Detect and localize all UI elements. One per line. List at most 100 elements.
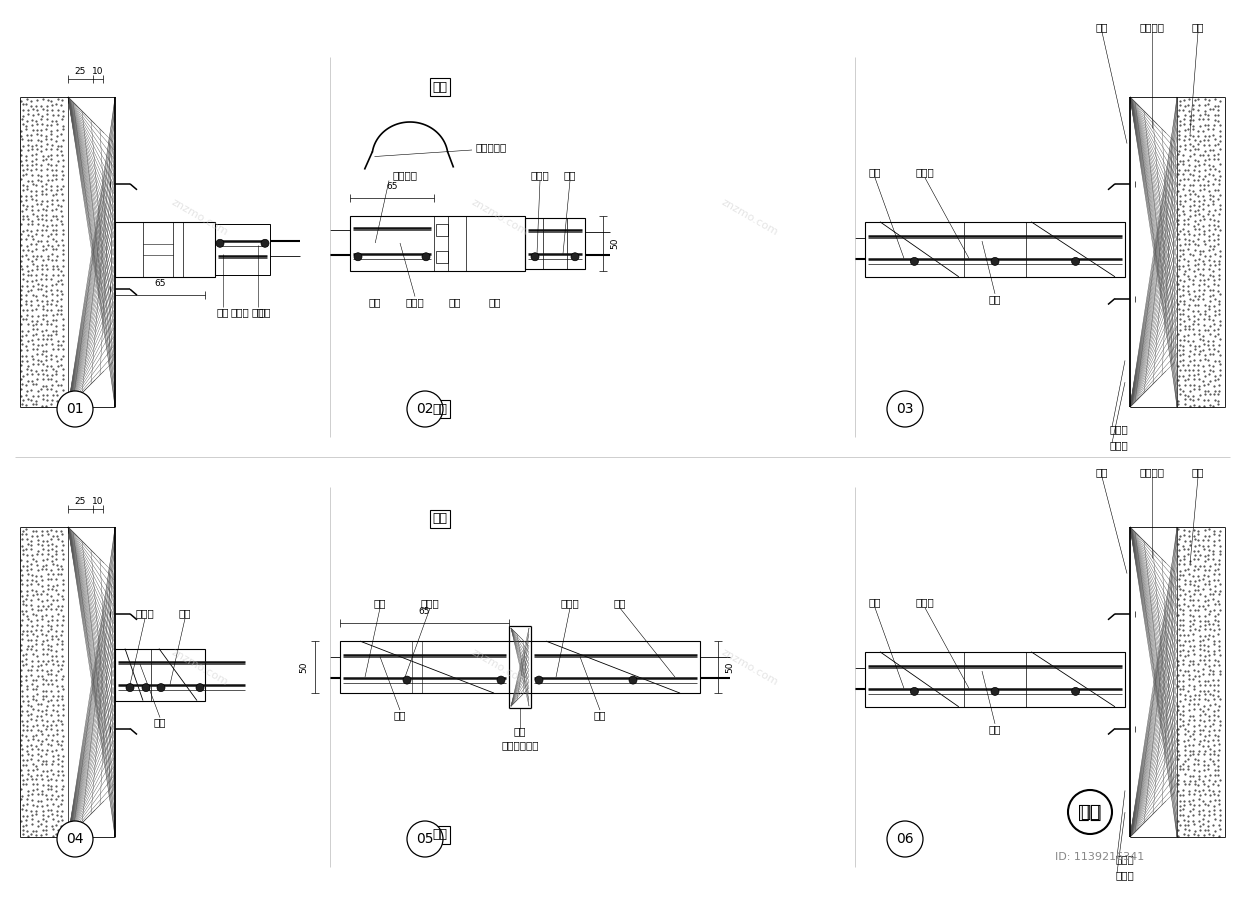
- Bar: [431, 78, 449, 95]
- Text: 玻璃: 玻璃: [614, 598, 627, 608]
- Text: 压线: 压线: [154, 718, 166, 727]
- Bar: [340, 641, 700, 693]
- Text: 65: 65: [154, 279, 166, 288]
- Circle shape: [1069, 790, 1112, 834]
- Text: 玻璃胶: 玻璃胶: [231, 307, 249, 316]
- Bar: [431, 400, 449, 418]
- Text: 窗玉: 窗玉: [252, 307, 264, 316]
- Text: 衬钢: 衬钢: [514, 726, 526, 736]
- Text: 玻璃: 玻璃: [869, 597, 881, 607]
- Text: 防水胶: 防水胶: [1109, 424, 1129, 434]
- Text: 胶条: 胶条: [489, 297, 501, 307]
- Circle shape: [496, 676, 505, 684]
- Text: 胶条: 胶条: [259, 307, 272, 316]
- Text: 防水胶: 防水胶: [1114, 854, 1134, 864]
- Text: 玻璃: 玻璃: [217, 307, 230, 316]
- Circle shape: [531, 253, 539, 260]
- Circle shape: [911, 258, 918, 265]
- Text: 压线: 压线: [989, 724, 1001, 734]
- Text: 玻璃: 玻璃: [869, 167, 881, 177]
- Text: 65: 65: [418, 607, 431, 616]
- Circle shape: [1071, 688, 1080, 695]
- Text: znzmo.com: znzmo.com: [470, 197, 530, 238]
- Circle shape: [407, 391, 443, 427]
- Text: 06: 06: [896, 832, 913, 846]
- Text: 压线: 压线: [593, 710, 607, 720]
- Text: znzmo.com: znzmo.com: [720, 646, 781, 687]
- Circle shape: [216, 239, 223, 248]
- Bar: [115, 222, 215, 277]
- Circle shape: [57, 821, 93, 857]
- Text: 玻璃胶: 玻璃胶: [531, 171, 550, 181]
- Text: znzmo.com: znzmo.com: [170, 197, 230, 238]
- Bar: [431, 826, 449, 844]
- Text: 压线: 压线: [393, 710, 406, 720]
- Circle shape: [141, 683, 150, 691]
- Text: 玻璃: 玻璃: [369, 297, 381, 307]
- Text: 玻璃胶: 玻璃胶: [561, 598, 580, 608]
- Circle shape: [127, 683, 134, 691]
- Text: 玻璃: 玻璃: [563, 171, 576, 181]
- Text: 框边: 框边: [1096, 467, 1108, 477]
- Circle shape: [57, 391, 93, 427]
- Bar: [115, 648, 205, 701]
- Text: 知来: 知来: [1080, 803, 1100, 821]
- Text: ID: 1139216341: ID: 1139216341: [1055, 852, 1144, 862]
- Text: 玻璃胶: 玻璃胶: [916, 167, 934, 177]
- Circle shape: [403, 676, 411, 684]
- Text: znzmo.com: znzmo.com: [720, 197, 781, 238]
- Circle shape: [629, 676, 637, 684]
- Text: znzmo.com: znzmo.com: [170, 646, 230, 687]
- Text: 防水砂浆: 防水砂浆: [1139, 467, 1164, 477]
- Text: 室内: 室内: [433, 513, 448, 525]
- Circle shape: [911, 688, 918, 695]
- Text: 01: 01: [66, 402, 84, 416]
- Circle shape: [354, 253, 362, 260]
- Text: 窗玉压线: 窗玉压线: [392, 171, 417, 181]
- Text: 射钉: 射钉: [1191, 467, 1204, 477]
- Text: 50: 50: [299, 661, 308, 673]
- Text: 固定件: 固定件: [1114, 870, 1134, 880]
- Circle shape: [407, 821, 443, 857]
- Text: 25: 25: [74, 67, 86, 75]
- Text: 射钉: 射钉: [1191, 22, 1204, 32]
- Bar: [865, 222, 1126, 277]
- Text: 室外: 室外: [433, 403, 448, 415]
- Bar: [436, 250, 448, 262]
- Text: 框边: 框边: [1096, 22, 1108, 32]
- Bar: [215, 224, 271, 275]
- Text: 65: 65: [386, 182, 398, 191]
- Text: 玻璃胶: 玻璃胶: [406, 297, 424, 307]
- Circle shape: [992, 688, 999, 695]
- Text: 10: 10: [92, 496, 104, 505]
- Text: 03: 03: [896, 402, 913, 416]
- Bar: [865, 652, 1126, 707]
- Circle shape: [261, 239, 269, 248]
- Text: 02: 02: [416, 402, 434, 416]
- Text: 25: 25: [74, 496, 86, 505]
- Circle shape: [887, 821, 923, 857]
- Circle shape: [196, 683, 204, 691]
- Text: 压线: 压线: [989, 293, 1001, 304]
- Text: 玻璃胶: 玻璃胶: [421, 598, 439, 608]
- Text: 50: 50: [725, 661, 733, 673]
- Bar: [436, 224, 448, 236]
- Text: 防水砂浆: 防水砂浆: [1139, 22, 1164, 32]
- Text: 04: 04: [66, 832, 83, 846]
- Text: znzmo.com: znzmo.com: [470, 646, 530, 687]
- Text: 10: 10: [92, 67, 104, 75]
- Text: 知来: 知来: [1078, 802, 1102, 822]
- Bar: [431, 510, 449, 528]
- Text: 窗玉: 窗玉: [449, 297, 462, 307]
- Bar: [525, 217, 585, 269]
- Circle shape: [571, 253, 580, 260]
- Text: 玻璃: 玻璃: [374, 598, 386, 608]
- Text: 两点锁把手: 两点锁把手: [475, 142, 506, 152]
- Text: 固定件: 固定件: [1109, 440, 1129, 450]
- Text: 玻璃: 玻璃: [179, 609, 191, 619]
- Circle shape: [887, 391, 923, 427]
- Bar: [350, 215, 525, 271]
- Circle shape: [422, 253, 429, 260]
- Text: 玻璃胶: 玻璃胶: [135, 609, 154, 619]
- Text: 根据计算确定: 根据计算确定: [501, 740, 539, 750]
